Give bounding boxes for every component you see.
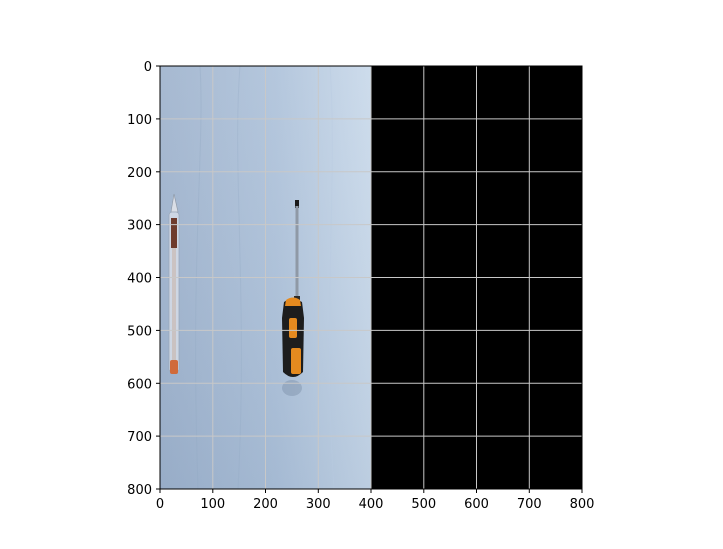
pen — [168, 193, 180, 374]
x-tick-label: 500 — [411, 497, 436, 512]
y-tick-label: 400 — [127, 272, 152, 287]
y-tick-label: 200 — [127, 166, 152, 181]
x-tick-label: 0 — [156, 497, 164, 512]
image-axes: 0 100 200 300 400 500 600 700 800 0 100 … — [127, 60, 594, 512]
screwdriver — [282, 200, 304, 396]
x-tick-label: 400 — [359, 497, 384, 512]
y-tick-label: 600 — [127, 377, 152, 392]
y-tick-label: 0 — [144, 60, 152, 75]
x-tick-label: 300 — [306, 497, 331, 512]
y-ticks — [156, 65, 160, 490]
y-tick-label: 800 — [127, 483, 152, 498]
x-tick-label: 600 — [464, 497, 489, 512]
x-tick-label: 800 — [570, 497, 595, 512]
x-tick-label: 100 — [200, 497, 225, 512]
y-tick-label: 300 — [127, 219, 152, 234]
y-tick-label: 500 — [127, 324, 152, 339]
y-tick-label: 700 — [127, 430, 152, 445]
x-ticks — [159, 489, 583, 493]
x-tick-labels: 0 100 200 300 400 500 600 700 800 — [156, 497, 595, 512]
y-tick-labels: 0 100 200 300 400 500 600 700 800 — [127, 60, 152, 498]
x-tick-label: 700 — [517, 497, 542, 512]
y-tick-label: 100 — [127, 113, 152, 128]
x-tick-label: 200 — [253, 497, 278, 512]
grid — [160, 66, 582, 489]
